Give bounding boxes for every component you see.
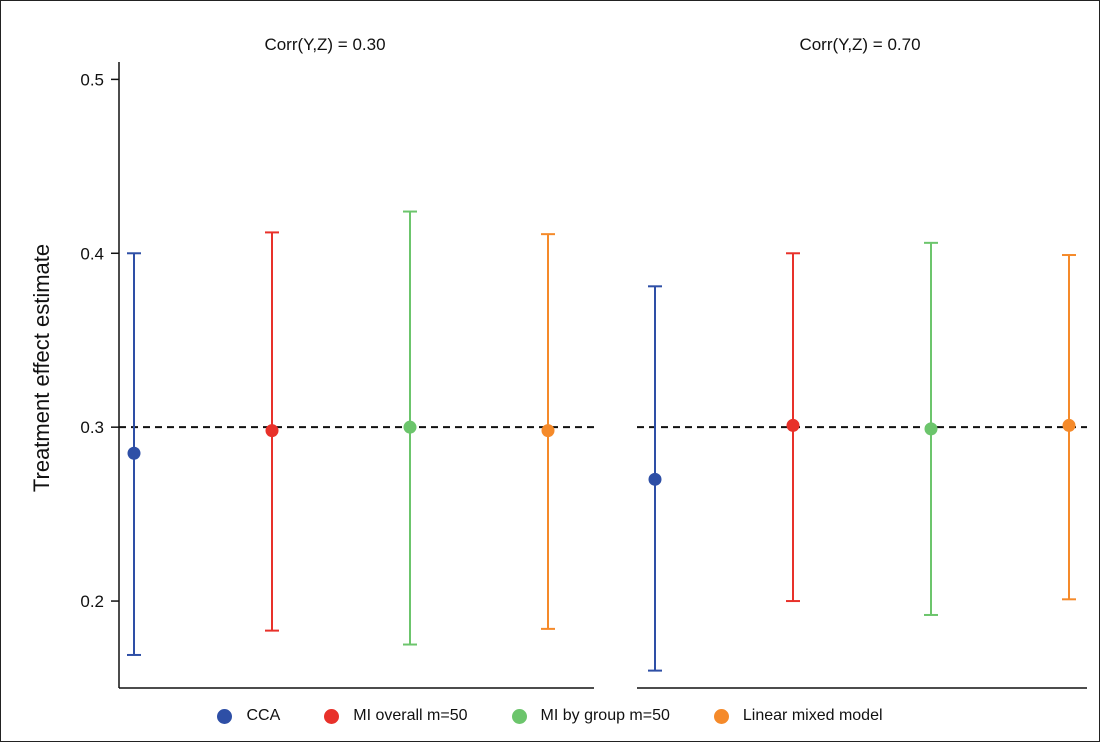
legend-label: Linear mixed model [742,707,883,724]
legend-item-mi-overall: MI overall m=50 [324,707,468,725]
y-tick-label: 0.5 [80,70,104,89]
legend-label: MI by group m=50 [540,707,670,724]
point-mi-overall-m-50 [265,424,279,438]
legend-marker [713,708,729,724]
panel-corr-030: Corr(Y,Z) = 0.30 [119,35,594,689]
panel-title: Corr(Y,Z) = 0.30 [264,35,385,54]
point-mi-by-group-m-50 [403,420,417,434]
legend-marker [217,708,233,724]
point-linear-mixed-model [541,424,555,438]
point-mi-by-group-m-50 [924,422,938,436]
legend-label: CCA [246,707,281,724]
legend-item-linear-mixed-model: Linear mixed model [713,707,883,725]
legend-marker [324,708,340,724]
legend: CCA MI overall m=50 MI by group m=50 Lin… [0,703,1100,729]
legend-marker [511,708,527,724]
y-axis: Treatment effect estimate 0.2 0.3 0.4 0.5 [29,62,120,688]
point-linear-mixed-model [1062,418,1076,432]
panel-title: Corr(Y,Z) = 0.70 [799,35,920,54]
y-axis-label: Treatment effect estimate [29,244,54,492]
y-tick-label: 0.4 [80,244,104,263]
legend-item-mi-by-group: MI by group m=50 [511,707,670,725]
point-cca [127,446,141,460]
point-cca [648,472,662,486]
legend-item-cca: CCA [217,707,280,725]
panel-corr-070: Corr(Y,Z) = 0.70 [637,35,1087,689]
y-tick-label: 0.2 [80,592,104,611]
legend-label: MI overall m=50 [353,707,468,724]
y-tick-label: 0.3 [80,418,104,437]
point-mi-overall-m-50 [786,418,800,432]
